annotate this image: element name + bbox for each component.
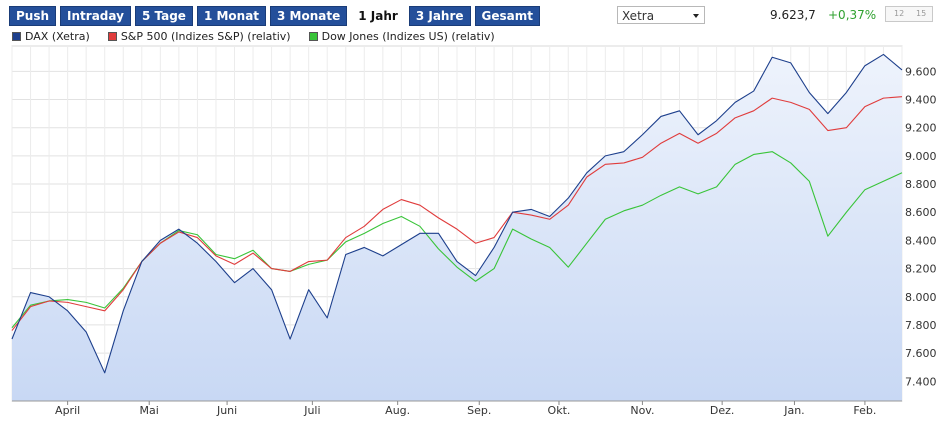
legend-item-sp500[interactable]: S&P 500 (Indizes S&P) (relativ)	[107, 30, 291, 43]
change-value: +0,37%	[828, 8, 877, 22]
x-tick-label: Feb.	[853, 404, 876, 417]
x-tick-label: Jan.	[783, 404, 804, 417]
chevron-down-icon	[693, 14, 699, 18]
x-tick-label: Juli	[303, 404, 320, 417]
timeframe-tabs: Push Intraday 5 Tage 1 Monat 3 Monate 1 …	[9, 6, 540, 26]
y-tick-label: 7.600	[905, 347, 937, 360]
x-tick-label: Sep.	[467, 404, 491, 417]
x-tick-label: April	[55, 404, 80, 417]
x-tick-label: Mai	[140, 404, 159, 417]
exchange-select[interactable]: Xetra	[617, 6, 705, 24]
series-line-0	[11, 53, 903, 374]
chart-legend: DAX (Xetra) S&P 500 (Indizes S&P) (relat…	[12, 30, 495, 43]
tab-push[interactable]: Push	[9, 6, 57, 26]
zoom-label-a: 12	[894, 9, 905, 18]
y-tick-label: 8.600	[905, 206, 937, 219]
y-tick-label: 7.800	[905, 319, 937, 332]
tab-gesamt[interactable]: Gesamt	[474, 6, 540, 26]
legend-swatch-dax	[12, 32, 21, 41]
y-tick-label: 8.400	[905, 234, 937, 247]
exchange-select-value: Xetra	[622, 9, 655, 23]
tab-1-jahr[interactable]: 1 Jahr	[351, 6, 405, 26]
legend-label-dowjones: Dow Jones (Indizes US) (relativ)	[321, 30, 495, 43]
tab-3-jahre[interactable]: 3 Jahre	[408, 6, 471, 26]
y-tick-label: 8.800	[905, 178, 937, 191]
tab-1-monat[interactable]: 1 Monat	[196, 6, 267, 26]
series-line-1	[11, 96, 903, 331]
zoom-slider-icon[interactable]: 12 15	[885, 6, 933, 22]
legend-swatch-sp500	[107, 32, 117, 41]
y-tick-label: 9.200	[905, 122, 937, 135]
legend-swatch-dowjones	[308, 32, 318, 41]
tab-intraday[interactable]: Intraday	[60, 6, 131, 26]
chart-axes: 7.400 7.600 7.800 8.000 8.200 8.400 8.600 8.800…	[12, 65, 937, 417]
y-tick-label: 8.200	[905, 263, 937, 276]
y-tick-label: 9.600	[905, 65, 937, 78]
legend-item-dax[interactable]: DAX (Xetra)	[12, 30, 90, 43]
dax-area-fill	[12, 54, 902, 401]
chart-area	[12, 54, 902, 401]
x-tick-label: Dez.	[710, 404, 735, 417]
legend-label-sp500: S&P 500 (Indizes S&P) (relativ)	[120, 30, 291, 43]
tab-5-tage[interactable]: 5 Tage	[134, 6, 193, 26]
x-tick-label: Okt.	[548, 404, 571, 417]
x-tick-label: Nov.	[630, 404, 654, 417]
zoom-label-b: 15	[916, 9, 927, 18]
chart-series	[11, 53, 903, 374]
legend-item-dowjones[interactable]: Dow Jones (Indizes US) (relativ)	[308, 30, 495, 43]
y-tick-label: 8.000	[905, 291, 937, 304]
y-tick-label: 9.400	[905, 94, 937, 107]
y-tick-label: 9.000	[905, 150, 937, 163]
tab-3-monate[interactable]: 3 Monate	[270, 6, 348, 26]
price-value: 9.623,7	[770, 8, 816, 22]
legend-label-dax: DAX (Xetra)	[25, 30, 90, 43]
x-tick-label: Aug.	[385, 404, 410, 417]
y-tick-label: 7.400	[905, 375, 937, 388]
x-tick-label: Juni	[216, 404, 237, 417]
